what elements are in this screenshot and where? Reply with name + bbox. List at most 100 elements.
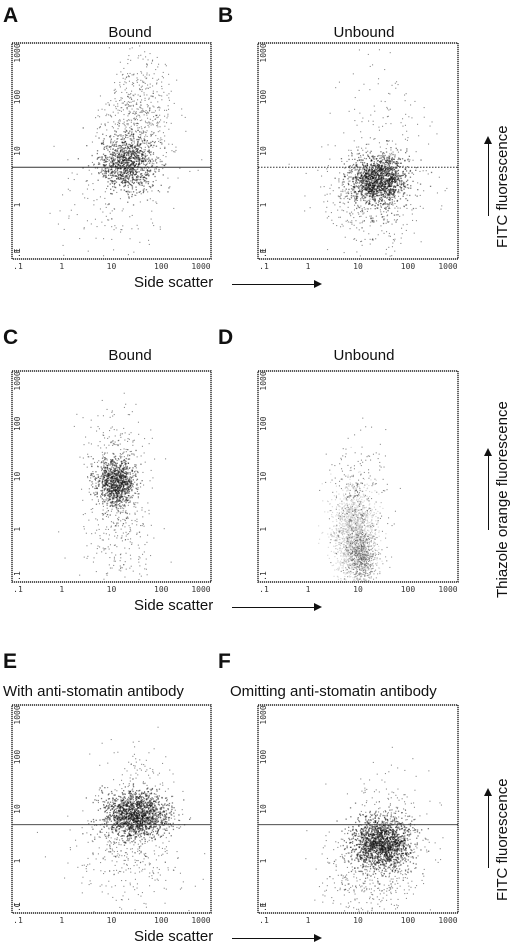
data-point — [106, 526, 108, 528]
data-point — [114, 82, 116, 84]
data-point — [130, 191, 132, 193]
data-point — [126, 108, 128, 110]
data-point — [133, 122, 135, 124]
data-point — [138, 151, 140, 153]
data-point — [135, 157, 137, 159]
data-point — [114, 486, 117, 488]
data-point — [115, 482, 117, 484]
data-point — [107, 171, 110, 173]
data-point — [144, 142, 146, 144]
data-point — [110, 165, 112, 168]
data-point — [127, 160, 130, 162]
data-point — [363, 188, 365, 191]
data-point — [365, 182, 367, 184]
data-point — [153, 144, 155, 147]
data-point — [129, 157, 131, 159]
data-point — [355, 192, 357, 194]
data-point — [353, 238, 355, 240]
data-point — [388, 162, 390, 164]
data-point — [107, 181, 109, 183]
data-point — [139, 160, 141, 162]
data-point — [142, 108, 144, 110]
data-point — [133, 73, 135, 75]
data-point — [386, 187, 388, 189]
data-point — [365, 166, 367, 168]
data-point — [389, 153, 391, 155]
data-point — [406, 139, 408, 141]
data-point — [110, 481, 112, 483]
data-point — [365, 184, 367, 186]
data-point — [371, 188, 374, 190]
data-point — [119, 157, 121, 159]
data-point — [138, 127, 140, 129]
data-point — [377, 173, 379, 175]
data-point — [368, 178, 370, 180]
data-point — [104, 177, 106, 179]
data-point — [113, 171, 115, 173]
data-point — [101, 539, 103, 541]
data-point — [355, 181, 357, 183]
data-point — [116, 477, 118, 479]
data-point — [83, 463, 85, 465]
data-point — [143, 188, 145, 190]
data-point — [422, 207, 424, 209]
data-point — [150, 95, 152, 97]
data-point — [106, 408, 108, 410]
data-point — [388, 109, 390, 111]
data-point — [358, 170, 360, 172]
data-point — [145, 111, 147, 113]
data-point — [122, 511, 124, 513]
data-point — [115, 496, 117, 499]
data-point — [201, 159, 203, 161]
data-point — [368, 194, 370, 196]
data-point — [380, 225, 382, 227]
data-point — [393, 158, 395, 160]
data-point — [354, 198, 356, 200]
data-point — [166, 94, 168, 96]
data-point — [106, 479, 108, 482]
data-point — [111, 473, 113, 475]
data-point — [105, 463, 107, 465]
data-point — [388, 155, 391, 157]
data-point — [97, 157, 99, 159]
data-point — [102, 483, 104, 486]
data-point — [109, 482, 111, 484]
data-point — [343, 132, 345, 134]
data-point — [124, 468, 126, 470]
data-point — [102, 476, 104, 478]
data-point — [133, 82, 135, 84]
data-point — [121, 107, 123, 109]
data-point — [121, 149, 123, 151]
data-point — [154, 175, 156, 178]
data-point — [117, 160, 119, 162]
data-point — [139, 178, 142, 181]
data-point — [365, 170, 368, 172]
data-point — [368, 192, 370, 194]
data-point — [136, 532, 138, 534]
data-point — [405, 170, 408, 172]
data-point — [395, 180, 397, 182]
data-point — [96, 199, 98, 201]
data-point — [109, 146, 111, 148]
data-point — [380, 178, 382, 180]
data-point — [143, 111, 145, 113]
data-point — [134, 465, 136, 467]
data-point — [89, 480, 91, 482]
data-point — [120, 570, 122, 572]
data-point — [388, 208, 390, 210]
data-point — [356, 124, 358, 126]
data-point — [108, 174, 110, 176]
data-point — [111, 162, 113, 164]
data-point — [390, 174, 392, 176]
data-point — [105, 164, 107, 166]
data-point — [106, 474, 109, 476]
data-point — [395, 178, 397, 180]
data-point — [394, 189, 396, 191]
data-point — [113, 152, 115, 154]
data-point — [127, 123, 129, 125]
data-point — [378, 142, 380, 144]
data-point — [376, 220, 378, 222]
data-point — [410, 185, 412, 187]
data-point — [356, 146, 358, 148]
data-point — [114, 464, 116, 467]
